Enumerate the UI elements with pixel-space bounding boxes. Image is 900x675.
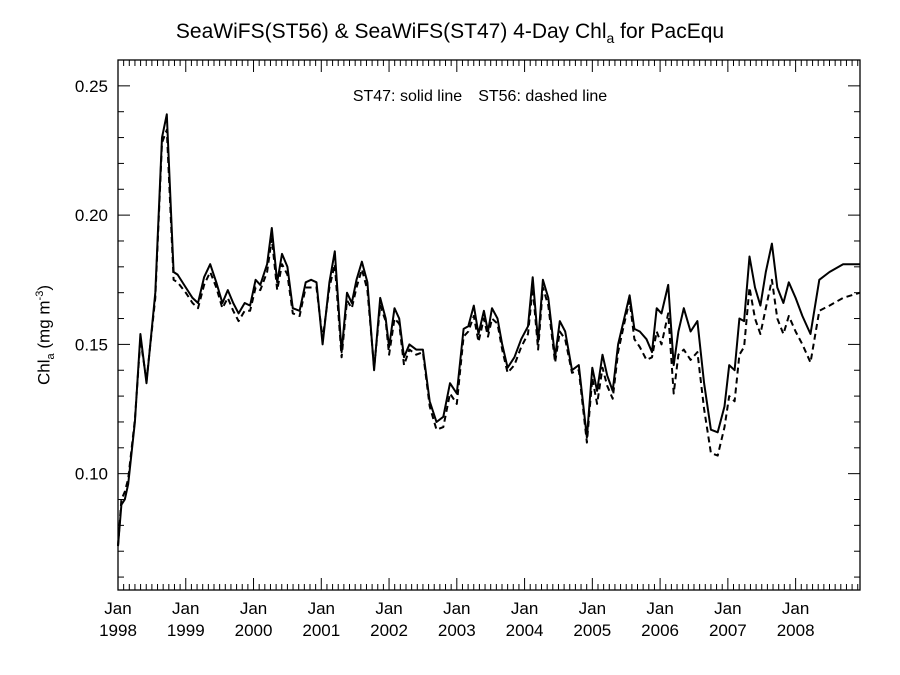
annotation-dashed: ST56: dashed line [478,88,608,105]
series-group [117,113,861,547]
x-tick-label-month: Jan [375,599,402,618]
x-tick-label-year: 1999 [167,621,205,640]
x-tick-label-month: Jan [308,599,335,618]
x-tick-label-year: 2008 [777,621,815,640]
x-tick-label-month: Jan [240,599,267,618]
x-tick-label-year: 1998 [99,621,137,640]
x-tick-label-month: Jan [579,599,606,618]
x-tick-label-month: Jan [104,599,131,618]
series-line-st47 [117,113,860,547]
ylabel-units-open: (mg m [34,300,54,354]
y-tick-label: 0.15 [75,335,108,354]
x-tick-label-year: 2003 [438,621,476,640]
title-prefix: SeaWiFS(ST56) & SeaWiFS(ST47) 4-Day Chl [175,20,607,43]
x-axis: Jan 1998 Jan 1999 Jan 2000 Jan 2001 Jan 2002 Jan 20… [99,60,859,640]
chart-title: SeaWiFS(ST56) & SeaWiFS(ST47) 4-Day Chla… [0,20,900,46]
plot-frame [117,59,861,591]
ylabel-main: Chl [34,359,54,385]
y-axis: 0.10 0.15 0.20 0.25 [75,77,860,578]
x-tick-label-year: 2001 [302,621,340,640]
ylabel-units-close: ) [34,285,54,291]
x-tick-label-month: Jan [511,599,538,618]
x-tick-label-year: 2000 [235,621,273,640]
x-tick-label-month: Jan [646,599,673,618]
annotation-solid: ST47: solid line [352,88,463,105]
x-tick-label-year: 2002 [370,621,408,640]
x-tick-label-year: 2007 [709,621,747,640]
y-axis-label: Chla (mg m-3) [34,285,57,385]
series-line-st56 [117,128,861,547]
x-tick-label-month: Jan [714,599,741,618]
title-subscript: a [606,30,615,47]
y-tick-label: 0.25 [75,77,108,96]
series-annotation: ST47: solid line ST56: dashed line [0,88,900,106]
x-tick-label-month: Jan [172,599,199,618]
x-tick-label-year: 2004 [506,621,544,640]
x-tick-label-month: Jan [443,599,470,618]
x-tick-label-month: Jan [782,599,809,618]
ylabel-units-sup: -3 [34,290,46,301]
x-tick-label-year: 2005 [573,621,611,640]
y-tick-label: 0.10 [75,465,108,484]
title-suffix: for PacEqu [614,20,725,43]
y-tick-label: 0.20 [75,206,108,225]
x-tick-label-year: 2006 [641,621,679,640]
ylabel-sub: a [45,353,58,360]
